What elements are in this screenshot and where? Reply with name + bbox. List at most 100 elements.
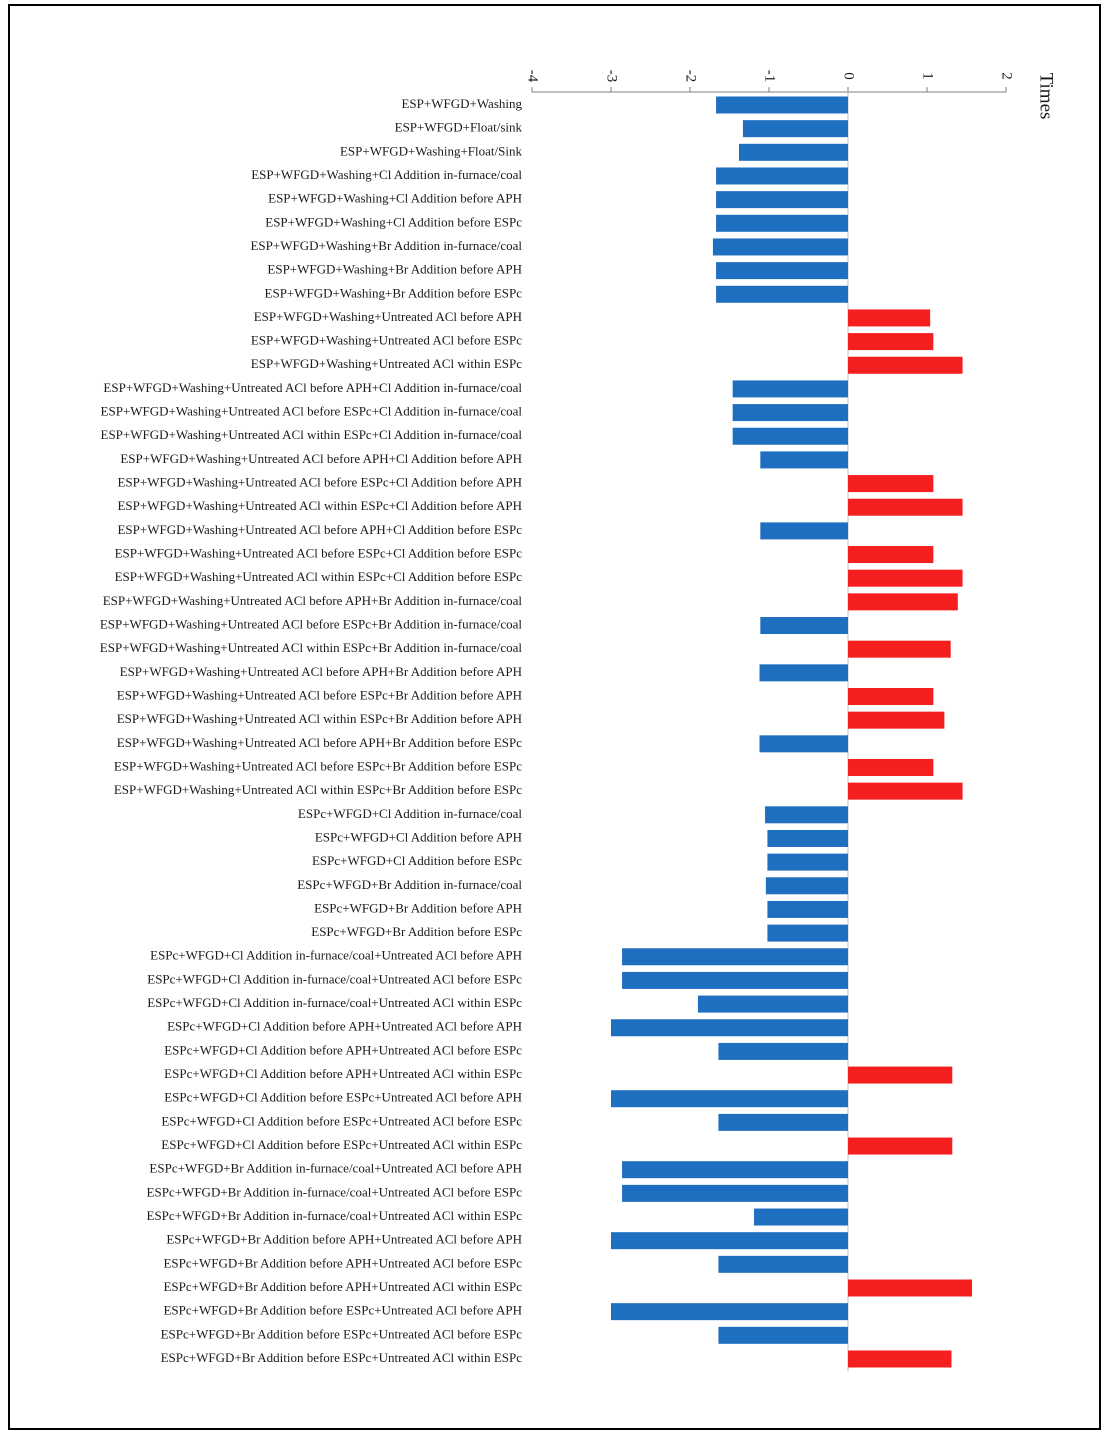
bar	[848, 1350, 952, 1368]
bar	[848, 1066, 953, 1084]
category-label: ESPc+WFGD+Cl Addition before APH+Untreat…	[167, 1019, 522, 1034]
bar	[848, 333, 934, 351]
bar	[753, 1208, 848, 1226]
category-label: ESP+WFGD+Washing	[401, 96, 522, 111]
x-axis: -4 -3 -2 -1 0 1 2	[525, 70, 1015, 1371]
bar	[622, 1184, 848, 1202]
bar	[718, 1042, 848, 1060]
bar	[848, 475, 934, 493]
category-label: ESP+WFGD+Washing+Untreated ACl before AP…	[254, 309, 522, 324]
x-tick-label: -4	[525, 70, 541, 83]
category-label: ESP+WFGD+Washing+Cl Addition in-furnace/…	[251, 167, 522, 182]
category-label: ESP+WFGD+Washing+Untreated ACl before AP…	[103, 380, 522, 395]
category-label: ESP+WFGD+Washing+Untreated ACl before ES…	[114, 758, 522, 773]
category-label: ESPc+WFGD+Br Addition in-furnace/coal+Un…	[147, 1184, 523, 1199]
category-label: ESP+WFGD+Washing+Untreated ACl within ES…	[100, 640, 523, 655]
category-label: ESP+WFGD+Washing+Untreated ACl before AP…	[117, 522, 522, 537]
category-label: ESP+WFGD+Washing+Cl Addition before APH	[268, 191, 522, 206]
bar	[848, 1279, 973, 1297]
category-label: ESPc+WFGD+Br Addition before APH+Untreat…	[163, 1255, 522, 1270]
category-label: ESPc+WFGD+Cl Addition in-furnace/coal	[298, 806, 522, 821]
category-label: ESPc+WFGD+Br Addition before ESPc+Untrea…	[163, 1303, 522, 1318]
bar	[767, 853, 848, 871]
x-tick-label: -2	[683, 70, 699, 83]
category-label: ESP+WFGD+Washing+Untreated ACl before ES…	[117, 687, 522, 702]
category-label: ESPc+WFGD+Cl Addition before APH	[315, 829, 522, 844]
category-label: ESP+WFGD+Washing+Untreated ACl before AP…	[103, 593, 523, 608]
bar	[732, 380, 848, 398]
category-label: ESPc+WFGD+Br Addition before ESPc+Untrea…	[161, 1350, 523, 1365]
category-label: ESP+WFGD+Washing+Untreated ACl before AP…	[120, 451, 522, 466]
bar	[767, 900, 848, 918]
category-label: ESP+WFGD+Washing+Cl Addition before ESPc	[265, 214, 522, 229]
category-label: ESPc+WFGD+Cl Addition in-furnace/coal+Un…	[147, 971, 522, 986]
category-label: ESPc+WFGD+Br Addition in-furnace/coal+Un…	[149, 1161, 522, 1176]
category-label: ESP+WFGD+Washing+Untreated ACl within ES…	[114, 782, 522, 797]
category-label: ESPc+WFGD+Cl Addition in-furnace/coal+Un…	[150, 948, 522, 963]
bar	[718, 1113, 848, 1131]
category-label: ESPc+WFGD+Cl Addition before APH+Untreat…	[164, 1066, 522, 1081]
category-label: ESP+WFGD+Washing+Untreated ACl within ES…	[251, 356, 522, 371]
bar	[765, 806, 848, 824]
category-label: ESP+WFGD+Washing+Untreated ACl before ES…	[251, 333, 522, 348]
category-labels: ESP+WFGD+Washing ESP+WFGD+Float/sink ESP+W…	[100, 96, 523, 1365]
bar	[716, 191, 848, 209]
category-label: ESPc+WFGD+Br Addition in-furnace/coal	[297, 877, 522, 892]
category-label: ESPc+WFGD+Cl Addition before ESPc+Untrea…	[161, 1137, 522, 1152]
bar	[716, 167, 848, 185]
bar	[848, 309, 931, 327]
category-label: ESPc+WFGD+Cl Addition before ESPc+Untrea…	[161, 1113, 522, 1128]
category-label: ESP+WFGD+Washing+Untreated ACl within ES…	[101, 427, 523, 442]
bar	[765, 877, 848, 895]
category-label: ESP+WFGD+Washing+Br Addition before ESPc	[265, 285, 523, 300]
category-label: ESP+WFGD+Washing+Br Addition before APH	[267, 262, 522, 277]
bar	[622, 948, 848, 966]
bar	[848, 782, 963, 800]
category-label: ESP+WFGD+Washing+Untreated ACl before AP…	[117, 735, 522, 750]
bar	[716, 96, 848, 114]
category-label: ESPc+WFGD+Cl Addition before ESPc+Untrea…	[164, 1090, 522, 1105]
bar	[759, 735, 848, 753]
category-label: ESP+WFGD+Float/sink	[395, 120, 523, 135]
category-label: ESPc+WFGD+Br Addition before APH+Untreat…	[163, 1279, 522, 1294]
x-tick-label: 2	[999, 72, 1015, 80]
bar	[759, 664, 848, 682]
x-tick-label: -1	[762, 70, 778, 83]
category-label: ESPc+WFGD+Br Addition in-furnace/coal+Un…	[147, 1208, 523, 1223]
category-label: ESP+WFGD+Washing+Br Addition in-furnace/…	[250, 238, 522, 253]
category-label: ESP+WFGD+Washing+Untreated ACl before ES…	[101, 404, 523, 419]
bar	[718, 1255, 848, 1273]
bar	[712, 238, 848, 256]
bar	[611, 1019, 848, 1037]
category-label: ESP+WFGD+Washing+Untreated ACl within ES…	[115, 569, 523, 584]
bar	[697, 995, 848, 1013]
bar	[848, 711, 945, 729]
bar	[611, 1090, 848, 1108]
bar	[848, 758, 934, 776]
category-label: ESP+WFGD+Washing+Untreated ACl before AP…	[120, 664, 522, 679]
category-label: ESPc+WFGD+Cl Addition before ESPc	[312, 853, 522, 868]
bar	[760, 522, 848, 540]
category-label: ESP+WFGD+Washing+Float/Sink	[340, 143, 523, 158]
bar	[622, 971, 848, 989]
bar	[716, 262, 848, 280]
category-label: ESPc+WFGD+Br Addition before ESPc+Untrea…	[161, 1326, 523, 1341]
bar	[611, 1232, 848, 1250]
category-label: ESPc+WFGD+Br Addition before APH+Untreat…	[166, 1232, 522, 1247]
x-tick-label: 0	[841, 72, 857, 80]
x-axis-title: Times	[1036, 73, 1057, 120]
bar	[767, 829, 848, 847]
category-label: ESP+WFGD+Washing+Untreated ACl before ES…	[117, 475, 522, 490]
bar	[622, 1161, 848, 1179]
bar	[732, 427, 848, 445]
x-tick-label: 1	[920, 72, 936, 80]
bar	[742, 120, 848, 138]
bar	[716, 214, 848, 232]
category-label: ESP+WFGD+Washing+Untreated ACl before ES…	[100, 617, 523, 632]
bar	[848, 640, 951, 658]
bar	[848, 356, 963, 374]
category-label: ESP+WFGD+Washing+Untreated ACl within ES…	[117, 711, 522, 726]
bar	[848, 498, 963, 516]
category-label: ESPc+WFGD+Br Addition before ESPc	[311, 924, 522, 939]
